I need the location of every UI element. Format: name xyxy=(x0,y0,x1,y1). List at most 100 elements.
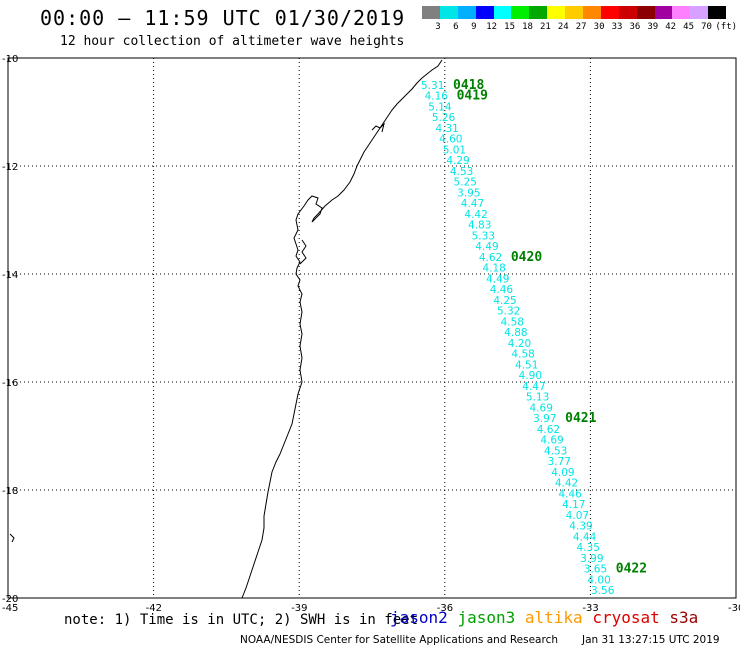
legend-scale-label: 9 xyxy=(471,22,477,32)
time-label: 0421 xyxy=(565,411,596,426)
wave-height-label: 3.97 xyxy=(533,413,556,425)
wave-height-label: 4.00 xyxy=(587,574,610,586)
wave-height-label: 4.39 xyxy=(569,521,592,533)
lon-tick-label: -36 xyxy=(437,603,453,614)
wave-height-label: 4.62 xyxy=(479,252,502,264)
graticule: -45 -42 -39 -36 -33 -30 -10 -12 -14 -16 -18 -20 xyxy=(2,54,740,614)
wave-height-label: 5.13 xyxy=(526,392,549,404)
wave-height-label: 4.69 xyxy=(530,402,553,414)
wave-height-label: 4.44 xyxy=(573,531,597,543)
wave-height-label: 4.69 xyxy=(540,435,563,447)
wave-height-label: 3.56 xyxy=(591,585,615,597)
wave-height-label: 4.58 xyxy=(511,349,534,361)
color-scale-legend xyxy=(422,6,727,19)
legend-swatch xyxy=(493,6,512,19)
footer-note: note: 1) Time is in UTC; 2) SWH is in fe… xyxy=(64,612,419,628)
legend-scale-label: 21 xyxy=(539,22,551,32)
wave-height-label: 4.83 xyxy=(468,220,491,232)
wave-height-label: 5.01 xyxy=(443,144,466,156)
legend-swatch xyxy=(618,6,637,19)
time-label: 0420 xyxy=(511,250,542,265)
legend-scale-label: 36 xyxy=(629,22,641,32)
legend-swatch xyxy=(529,6,548,19)
wave-height-label: 3.65 xyxy=(584,564,607,576)
wave-height-label: 4.29 xyxy=(446,155,469,167)
legend-swatch xyxy=(475,6,494,19)
wave-height-label: 4.09 xyxy=(551,467,574,479)
wave-height-label: 4.42 xyxy=(464,209,487,221)
wave-height-label: 4.90 xyxy=(519,370,542,382)
wave-height-label: 5.32 xyxy=(497,306,520,318)
lon-tick-label: -33 xyxy=(582,603,598,614)
wave-height-label: 4.17 xyxy=(562,499,585,511)
legend-swatch xyxy=(600,6,619,19)
time-label: 0418 xyxy=(453,78,484,93)
satellite-altika: altika xyxy=(524,608,593,627)
wave-height-label: 5.33 xyxy=(472,230,495,242)
wave-height-label: 4.07 xyxy=(566,510,589,522)
wave-height-label: 5.25 xyxy=(454,177,477,189)
wave-height-label: 4.25 xyxy=(493,295,516,307)
wave-height-label: 4.46 xyxy=(490,284,514,296)
wave-height-label: 4.53 xyxy=(450,166,473,178)
satellite-jason3: jason3 xyxy=(457,608,525,627)
lat-tick-label: -20 xyxy=(2,594,18,605)
wave-height-label: 4.47 xyxy=(461,198,484,210)
lon-tick-label: -45 xyxy=(2,603,18,614)
wave-height-label: 4.58 xyxy=(501,316,524,328)
lat-tick-label: -10 xyxy=(2,54,18,65)
wave-height-label: 5.26 xyxy=(432,112,456,124)
legend-scale-label: 18 xyxy=(522,22,533,32)
wave-height-label: 4.16 xyxy=(425,91,449,103)
credit-text: NOAA/NESDIS Center for Satellite Applica… xyxy=(240,634,558,646)
legend-scale-label: 45 xyxy=(683,22,695,32)
wave-height-label: 4.18 xyxy=(482,263,505,275)
page-subtitle: 12 hour collection of altimeter wave hei… xyxy=(60,34,405,49)
lat-tick-label: -14 xyxy=(2,270,18,281)
time-label: 0422 xyxy=(616,562,647,577)
wave-height-label: 4.51 xyxy=(515,359,538,371)
legend-swatch xyxy=(708,6,727,19)
wave-height-label: 4.31 xyxy=(435,123,458,135)
legend-scale-label: 3 xyxy=(435,22,441,32)
wave-height-label: 4.88 xyxy=(504,327,527,339)
legend-swatch xyxy=(565,6,584,19)
legend-swatch xyxy=(654,6,673,19)
wave-height-label: 5.31 xyxy=(421,80,444,92)
wave-height-label: 3.99 xyxy=(580,553,603,565)
legend-scale-label: 15 xyxy=(504,22,516,32)
wave-height-label: 3.95 xyxy=(457,187,480,199)
lat-tick-label: -12 xyxy=(2,162,18,173)
lon-tick-label: -30 xyxy=(728,603,740,614)
legend-swatch xyxy=(672,6,691,19)
wave-height-label: 4.62 xyxy=(537,424,560,436)
legend-swatch xyxy=(511,6,530,19)
wave-height-label: 3.77 xyxy=(548,456,571,468)
satellite-cryosat: cryosat xyxy=(592,608,670,627)
legend-swatch xyxy=(439,6,458,19)
wave-height-label: 4.46 xyxy=(558,488,582,500)
page-title: 00:00 – 11:59 UTC 01/30/2019 xyxy=(40,6,406,30)
lon-tick-label: -42 xyxy=(146,603,162,614)
wave-height-label: 5.14 xyxy=(428,101,452,113)
satellite-s3a: s3a xyxy=(669,608,699,627)
legend-scale-label: 42 xyxy=(665,22,677,32)
legend-swatch xyxy=(583,6,601,19)
coastline xyxy=(241,59,443,599)
time-label: 0419 xyxy=(457,89,488,104)
legend-swatch xyxy=(690,6,709,19)
legend-scale-label: 39 xyxy=(647,22,659,32)
legend-scale-label: 33 xyxy=(611,22,623,32)
legend-swatch xyxy=(422,6,440,19)
legend-scale-label: 70 xyxy=(701,22,712,32)
legend-scale-label: 24 xyxy=(557,22,569,32)
legend-swatch xyxy=(636,6,655,19)
wave-height-label: 4.53 xyxy=(544,445,567,457)
wave-height-label: 4.20 xyxy=(508,338,531,350)
altimeter-track: 5.314.165.145.264.314.605.014.294.535.25… xyxy=(421,78,647,597)
generated-timestamp: Jan 31 13:27:15 UTC 2019 xyxy=(582,634,720,646)
satellite-jason2: jason2 xyxy=(390,608,458,627)
wave-height-label: 4.35 xyxy=(577,542,600,554)
wave-height-label: 4.49 xyxy=(475,241,498,253)
